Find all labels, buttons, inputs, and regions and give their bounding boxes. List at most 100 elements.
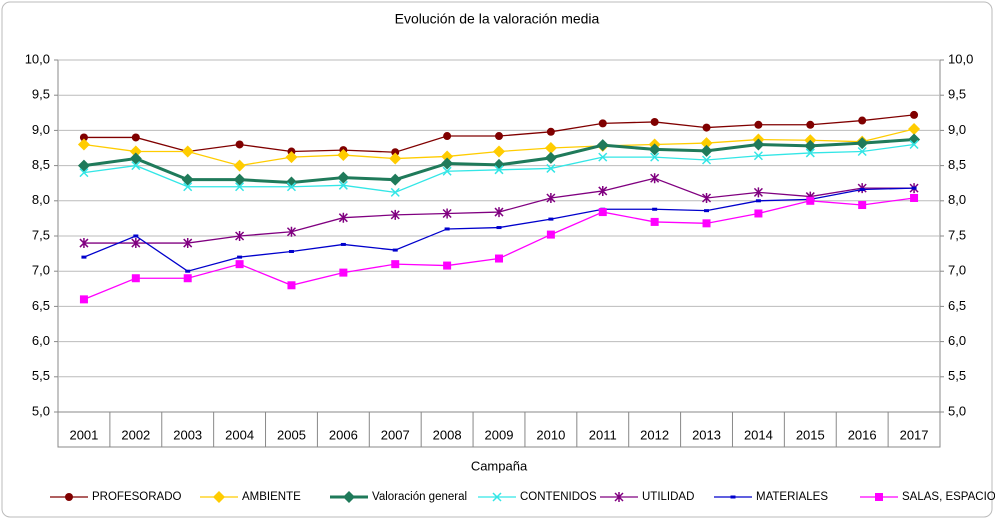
y-tick-label: 6,0 [32,333,50,348]
y-tick-label: 5,0 [32,403,50,418]
marker [340,242,346,246]
marker [441,150,454,163]
x-tick-label: 2015 [796,427,825,442]
marker [286,182,297,192]
y2-tick-label: 5,0 [948,403,966,418]
x-tick-label: 2007 [381,427,410,442]
marker [875,493,883,501]
marker [754,120,763,129]
marker [652,207,658,211]
marker [288,249,294,253]
marker [338,212,348,223]
marker [805,148,815,158]
x-tick-label: 2014 [744,427,773,442]
marker [494,207,504,218]
y2-tick-label: 6,0 [948,333,966,348]
x-tick-label: 2004 [225,427,254,442]
marker [81,255,87,259]
y-tick-label: 9,5 [32,87,50,102]
marker [79,168,89,178]
y2-tick-label: 7,5 [948,227,966,242]
marker [390,209,400,220]
marker [389,173,402,186]
marker [493,158,505,171]
chart-title: Evolución de la valoración media [395,11,600,27]
marker [183,238,193,249]
y2-tick-label: 5,5 [948,368,966,383]
marker [131,238,141,249]
x-tick-label: 2003 [173,427,202,442]
marker [235,182,245,192]
marker [858,116,867,125]
marker [213,491,225,503]
marker [185,269,191,273]
x-tick-label: 2005 [277,427,306,442]
marker [701,192,712,203]
marker [493,145,505,158]
marker [77,138,90,151]
marker [391,148,400,157]
marker [79,238,89,249]
x-axis-title: Campaña [471,458,528,473]
marker [806,196,815,205]
marker [755,199,761,203]
x-tick-label: 2001 [69,427,98,442]
legend-label: Valoración general [372,491,467,503]
marker [704,209,710,213]
legend-label: CONTENIDOS [520,491,597,503]
x-tick-label: 2008 [433,427,462,442]
y-tick-label: 10,0 [25,51,50,66]
marker [598,152,608,162]
marker [65,493,73,501]
marker [700,144,713,157]
marker [338,180,348,190]
marker [730,495,736,499]
marker [494,165,504,175]
marker [754,209,763,218]
marker [285,151,298,164]
marker [700,137,713,150]
marker [233,159,246,172]
marker [806,120,815,129]
marker [131,133,140,142]
marker [598,185,608,196]
x-tick-label: 2006 [329,427,358,442]
marker [183,182,193,192]
marker [343,491,355,503]
marker [131,274,140,283]
x-tick-label: 2016 [848,427,877,442]
marker [441,157,454,170]
marker [614,492,624,502]
x-tick-label: 2013 [692,427,721,442]
marker [442,208,452,219]
marker [650,117,659,126]
y-tick-label: 8,0 [32,192,50,207]
x-tick-label: 2011 [589,427,617,442]
marker [753,187,763,198]
marker [237,255,243,259]
legend-label: MATERIALES [756,491,828,503]
marker [908,122,921,135]
marker [598,208,607,217]
marker [235,140,244,149]
marker [546,230,555,239]
marker [702,219,711,228]
marker [287,281,296,290]
marker [129,145,142,158]
y2-tick-label: 9,5 [948,87,966,102]
x-tick-label: 2017 [900,427,929,442]
marker [442,166,452,176]
legend-label: SALAS, ESPACIOS [902,491,995,503]
marker [79,295,88,304]
marker [443,132,452,141]
marker [183,274,192,283]
marker [285,176,298,189]
y-tick-label: 7,0 [32,263,50,278]
marker [495,132,503,141]
marker [908,133,921,146]
marker [496,226,502,230]
y-tick-label: 7,5 [32,227,50,242]
y2-tick-label: 8,5 [948,157,966,172]
marker [858,201,867,210]
